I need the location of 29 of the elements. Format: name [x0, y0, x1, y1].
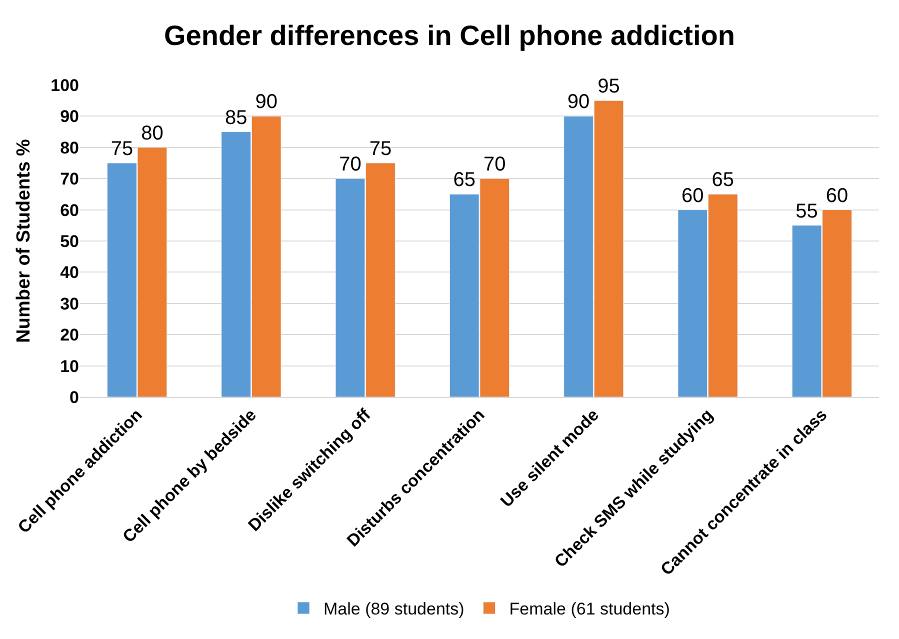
data-label: 95 — [598, 76, 620, 98]
data-label: 80 — [141, 122, 164, 144]
data-label: 75 — [110, 138, 134, 160]
data-label: 70 — [339, 154, 362, 176]
y-tick-label: 40 — [60, 263, 79, 282]
y-tick-label: 60 — [60, 200, 79, 220]
y-tick-label: 50 — [60, 232, 79, 251]
legend-label: Female (61 students) — [509, 600, 670, 619]
chart-title: Gender differences in Cell phone addiction — [164, 20, 735, 52]
y-tick-label: 80 — [60, 138, 79, 158]
data-label: 75 — [369, 138, 392, 160]
y-tick-label: 90 — [60, 107, 79, 126]
data-label: 55 — [796, 200, 818, 222]
data-label: 90 — [255, 91, 278, 114]
data-label: 65 — [712, 169, 734, 192]
data-label: 65 — [453, 169, 476, 192]
y-tick-label: 100 — [50, 76, 79, 95]
y-axis-title: Number of Students % — [13, 139, 34, 343]
y-tick-label: 30 — [60, 294, 79, 314]
y-tick-label: 70 — [60, 170, 79, 189]
y-tick-label: 20 — [60, 326, 79, 345]
legend-label: Male (89 students) — [324, 600, 464, 619]
y-tick-label: 0 — [70, 388, 79, 407]
data-label: 60 — [826, 184, 848, 207]
data-label: 85 — [224, 106, 248, 129]
data-label: 60 — [682, 184, 704, 207]
y-tick-label: 10 — [60, 356, 79, 376]
data-label: 70 — [483, 154, 506, 176]
data-label: 90 — [567, 91, 590, 114]
